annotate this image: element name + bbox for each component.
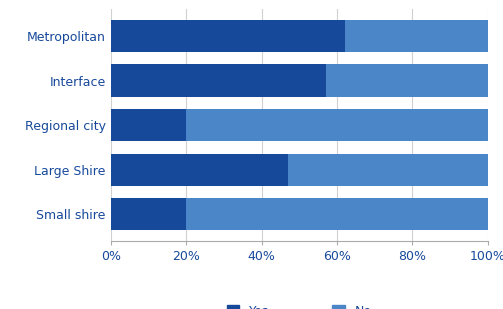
Bar (111, 109, 186, 141)
Bar (288, 154, 488, 186)
Bar (186, 109, 488, 141)
Legend: Yes, No: Yes, No (222, 300, 377, 309)
Bar (326, 65, 488, 97)
Bar (111, 65, 326, 97)
Bar (186, 198, 488, 231)
Bar (111, 154, 288, 186)
Bar (111, 20, 345, 52)
Bar (345, 20, 488, 52)
Bar (111, 198, 186, 231)
